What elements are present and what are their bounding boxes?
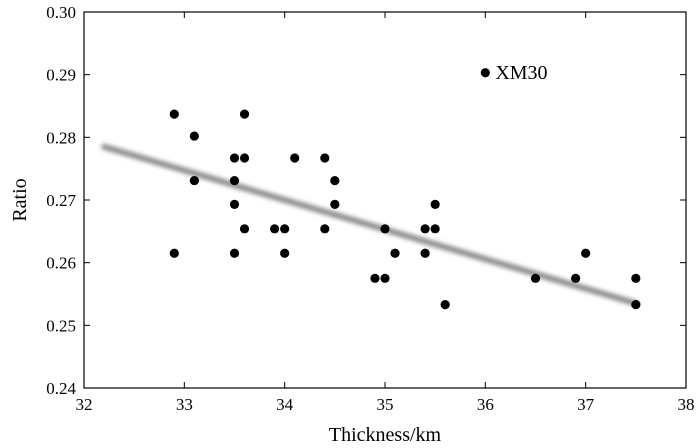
- data-point: [189, 175, 199, 186]
- data-point: [420, 248, 430, 258]
- data-point: [380, 273, 390, 283]
- x-tick-label: 36: [477, 395, 494, 414]
- data-point: [380, 224, 390, 234]
- data-point: [330, 175, 340, 186]
- data-point: [290, 153, 300, 163]
- y-tick-label: 0.26: [46, 254, 76, 273]
- plot-frame: [83, 11, 687, 389]
- x-tick-label: 33: [176, 395, 193, 414]
- data-point: [330, 199, 340, 209]
- data-point: [390, 248, 400, 258]
- data-point: [631, 300, 641, 310]
- data-point: [229, 248, 240, 258]
- x-axis-title: Thickness/km: [329, 424, 442, 446]
- y-tick-label: 0.28: [46, 128, 76, 147]
- data-point: [239, 109, 250, 119]
- x-tick-label: 38: [678, 395, 695, 414]
- data-point: [229, 199, 240, 209]
- data-point: [189, 131, 199, 141]
- data-point: [530, 273, 541, 283]
- data-point: [571, 273, 581, 283]
- outlier-point: [480, 68, 490, 78]
- y-tick-label: 0.27: [46, 191, 76, 210]
- y-tick-label: 0.25: [46, 316, 76, 335]
- data-point: [440, 300, 450, 310]
- x-tick-label: 32: [76, 395, 93, 414]
- data-point: [270, 224, 280, 234]
- x-tick-label: 34: [276, 395, 294, 414]
- data-point: [229, 153, 240, 163]
- data-point: [280, 224, 290, 234]
- x-tick-label: 37: [577, 395, 595, 414]
- x-tick-label: 35: [377, 395, 394, 414]
- y-axis-title: Ratio: [9, 178, 31, 221]
- data-point: [430, 224, 440, 234]
- data-point: [430, 199, 440, 209]
- data-point: [631, 273, 641, 283]
- outlier-label: XM30: [495, 62, 547, 84]
- y-tick-label: 0.30: [46, 3, 76, 22]
- trend-line: [101, 143, 639, 307]
- data-point: [229, 175, 240, 186]
- data-point: [370, 273, 380, 283]
- data-point: [320, 153, 330, 163]
- y-tick-label: 0.29: [46, 66, 76, 85]
- y-tick-label: 0.24: [46, 379, 76, 398]
- data-point: [169, 248, 179, 258]
- data-point: [239, 224, 250, 234]
- data-point: [239, 153, 250, 163]
- data-point: [320, 224, 330, 234]
- data-point: [280, 248, 290, 258]
- data-point: [420, 224, 430, 234]
- data-point: [169, 109, 179, 119]
- data-point: [581, 248, 591, 258]
